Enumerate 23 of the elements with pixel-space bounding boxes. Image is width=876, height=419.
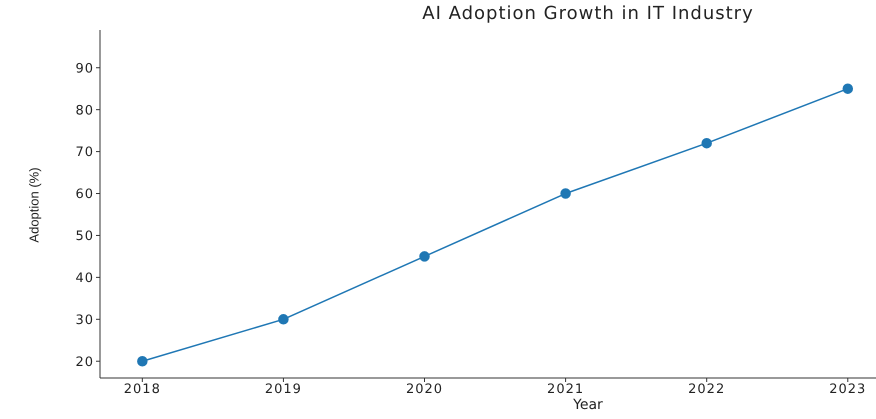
y-tick-label: 20 [75, 354, 94, 370]
y-tick-label: 90 [75, 61, 94, 76]
x-tick-label: 2018 [124, 382, 161, 398]
x-tick-label: 2020 [406, 382, 444, 398]
y-tick-label: 60 [75, 187, 94, 202]
y-tick-label: 40 [75, 270, 94, 286]
y-tick-label: 50 [75, 229, 94, 244]
x-axis-title: Year [572, 397, 604, 413]
point [137, 356, 148, 366]
x-tick-label: 2022 [688, 382, 726, 398]
y-tick-label: 80 [75, 103, 94, 118]
x-tick-label: 2019 [264, 382, 302, 398]
x-tick-label: 2021 [547, 382, 584, 398]
point [278, 314, 289, 325]
point [560, 188, 571, 199]
y-tick-label: 30 [75, 312, 94, 328]
point [701, 138, 712, 148]
x-tick-label: 2023 [829, 382, 866, 398]
y-axis-title: Adoption (%) [26, 167, 42, 243]
y-tick-label: 70 [75, 145, 94, 160]
chart-title: AI Adoption Growth in IT Industry [421, 3, 755, 24]
point [842, 83, 854, 94]
point [419, 251, 430, 262]
